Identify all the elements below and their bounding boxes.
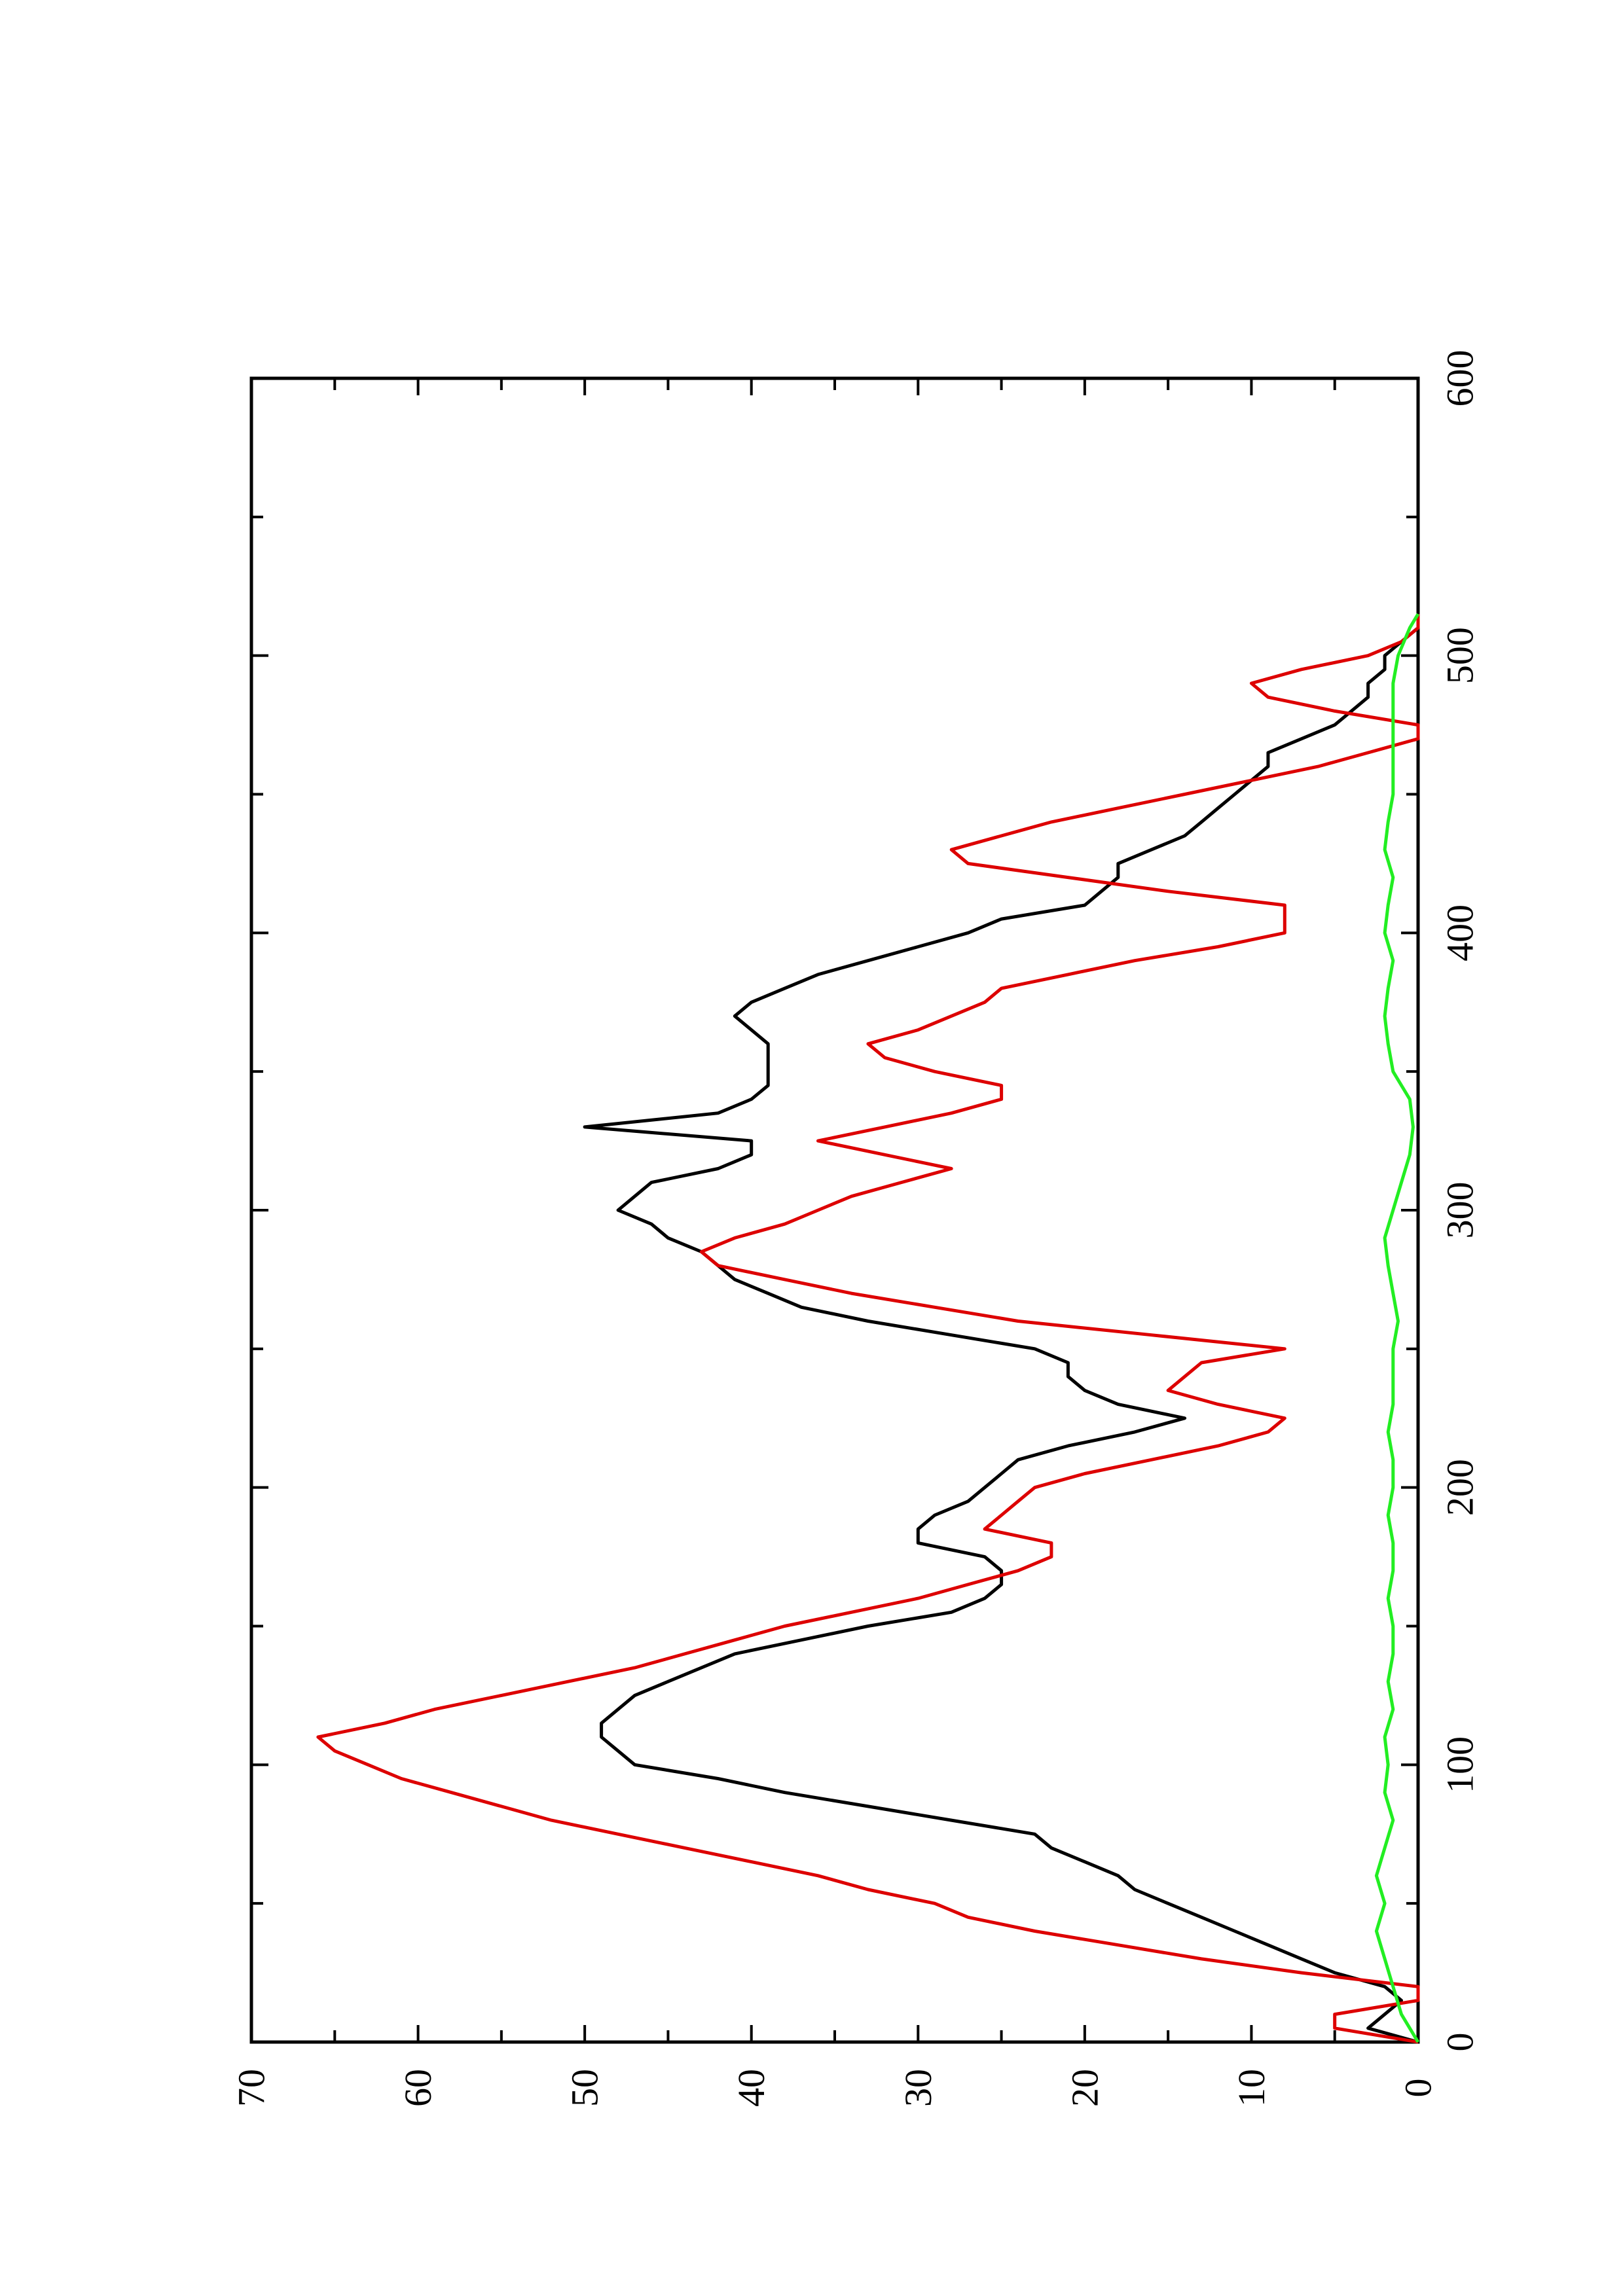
y-tick-label: 50 [564, 2069, 606, 2107]
y-tick-label: 60 [397, 2069, 439, 2107]
plot-frame [249, 376, 1420, 2044]
x-tick-label: 500 [1439, 627, 1482, 684]
y-tick-label: 40 [730, 2069, 773, 2107]
x-tick-label: 300 [1439, 1182, 1482, 1239]
y-tick-label: 20 [1063, 2069, 1106, 2107]
x-tick-label: 100 [1439, 1736, 1482, 1793]
x-tick-label: 0 [1439, 2033, 1482, 2052]
y-tick-label: 30 [897, 2069, 939, 2107]
y-axis-tick-labels: 0 10 20 30 40 50 60 70 [230, 2069, 1440, 2107]
x-tick-label: 600 [1439, 350, 1482, 407]
series-line-1 [583, 614, 1420, 2044]
y-tick-label: 70 [230, 2069, 273, 2107]
y-tick-label: 0 [1397, 2079, 1440, 2098]
axis-ticks [250, 377, 1419, 2043]
series-line-3 [1374, 613, 1420, 2043]
x-axis-tick-labels: 0 100 200 300 400 500 600 [1439, 350, 1482, 2052]
series-line-2 [316, 614, 1420, 2044]
y-tick-label: 10 [1230, 2069, 1273, 2107]
data-series [316, 613, 1420, 2044]
x-tick-label: 200 [1439, 1459, 1482, 1516]
x-tick-label: 400 [1439, 905, 1482, 961]
